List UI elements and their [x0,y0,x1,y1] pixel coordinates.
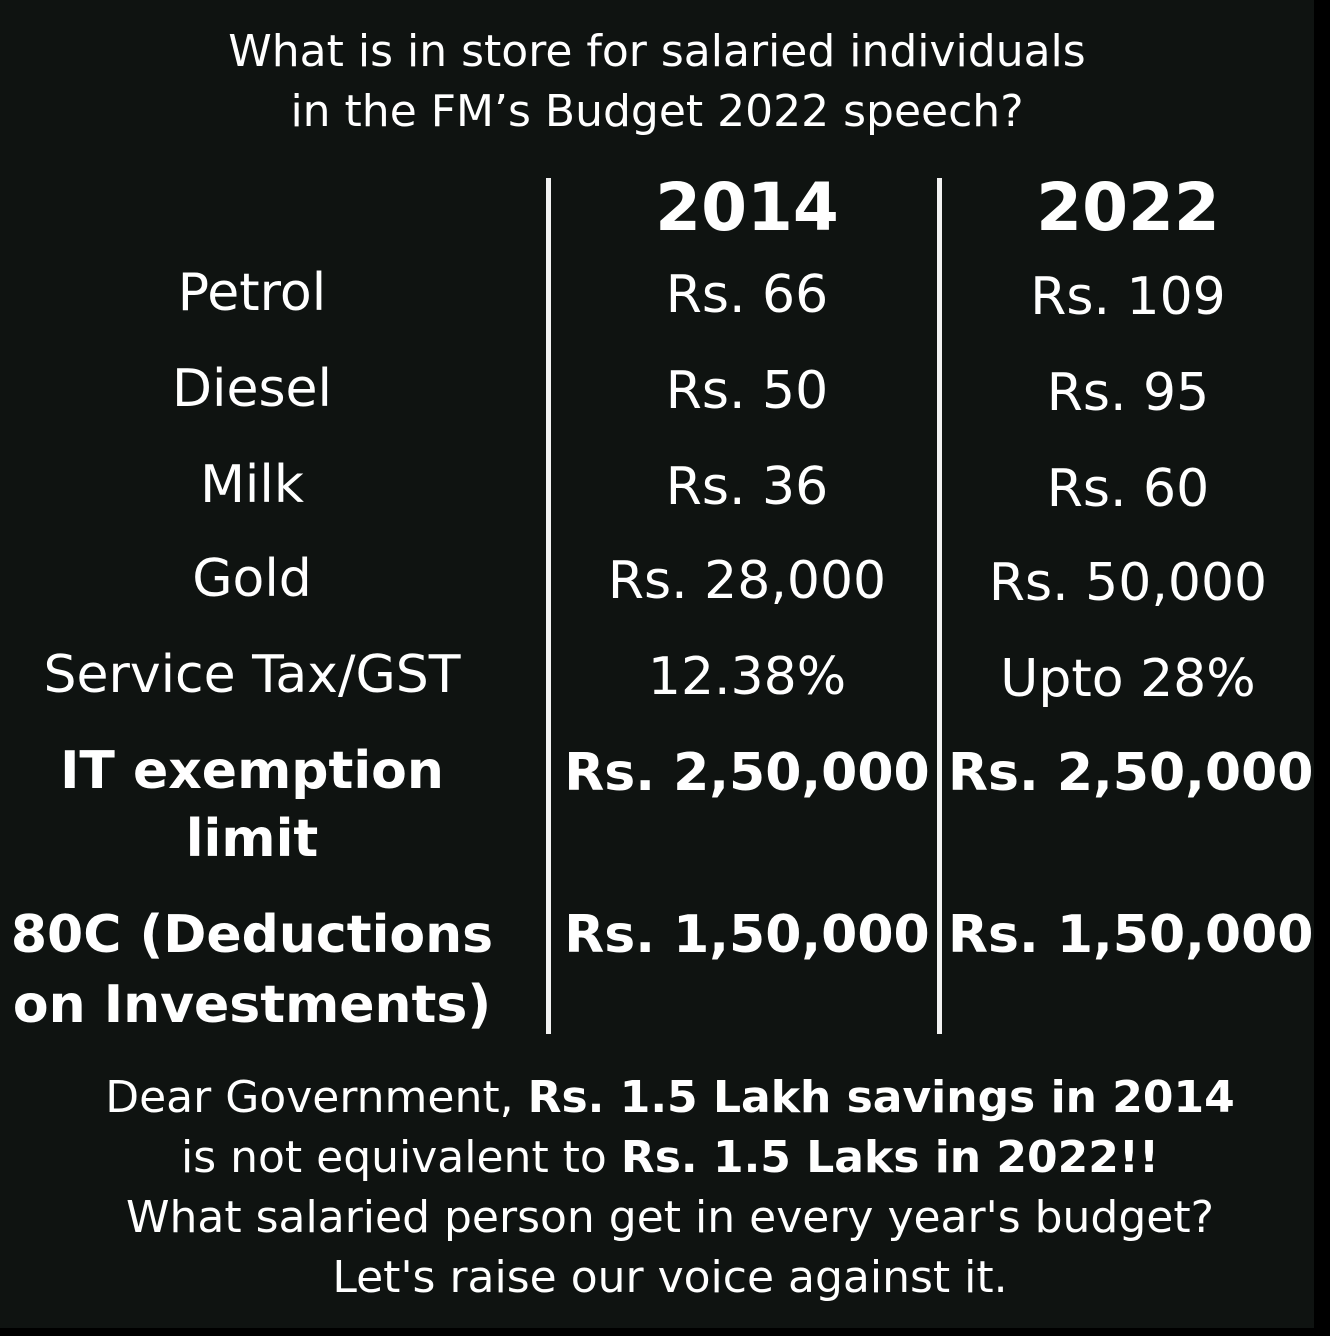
row-label-gold: Gold [192,549,312,609]
heading-line-2: in the FM’s Budget 2022 speech? [290,86,1024,137]
footer-line-4: Let's raise our voice against it. [332,1252,1008,1303]
gst-2022-value: Upto 28% [1000,649,1256,709]
row-label-80c-line1: 80C (Deductions [10,905,494,965]
footer-line-1: Dear Government, Rs. 1.5 Lakh savings in… [0,1068,1330,1128]
footer-line-2-text: is not equivalent to [180,1132,621,1183]
row-label-petrol: Petrol [177,263,327,323]
gold-2014-value: Rs. 28,000 [607,551,887,611]
it-exemption-2022-value: Rs. 2,50,000 [948,743,1314,803]
footer-line-1-emphasis: Rs. 1.5 Lakh savings in 2014 [527,1072,1235,1123]
border-right [1314,0,1330,1336]
diesel-2022-value: Rs. 95 [1046,363,1210,423]
row-label-milk: Milk [200,455,304,515]
row-label-80c-line2: on Investments) [12,975,492,1035]
column-header-2014: 2014 [655,169,839,246]
petrol-2014-value: Rs. 66 [665,265,829,325]
service-tax-2014-value: 12.38% [647,647,847,707]
gold-2022-value: Rs. 50,000 [988,553,1268,613]
footer-line-2: is not equivalent to Rs. 1.5 Laks in 202… [0,1128,1330,1188]
footer-line-1-text: Dear Government, [105,1072,528,1123]
row-label-diesel: Diesel [171,359,332,419]
row-label-it-exemption-line2: limit [185,809,319,869]
row-label-service-tax-gst: Service Tax/GST [43,645,461,705]
milk-2022-value: Rs. 60 [1046,459,1210,519]
footer-line-3: What salaried person get in every year's… [126,1192,1214,1243]
deduction-80c-2022-value: Rs. 1,50,000 [948,905,1314,965]
column-divider-left [546,178,551,1034]
column-divider-right [937,178,942,1034]
footer-line-2-emphasis: Rs. 1.5 Laks in 2022!! [620,1132,1160,1183]
deduction-80c-2014-value: Rs. 1,50,000 [564,905,930,965]
diesel-2014-value: Rs. 50 [665,361,829,421]
border-bottom [0,1328,1330,1336]
petrol-2022-value: Rs. 109 [1030,267,1226,327]
column-header-2022: 2022 [1036,169,1220,246]
it-exemption-2014-value: Rs. 2,50,000 [564,743,930,803]
milk-2014-value: Rs. 36 [665,457,829,517]
row-label-it-exemption-line1: IT exemption [60,741,444,801]
heading-line-1: What is in store for salaried individual… [228,26,1086,77]
